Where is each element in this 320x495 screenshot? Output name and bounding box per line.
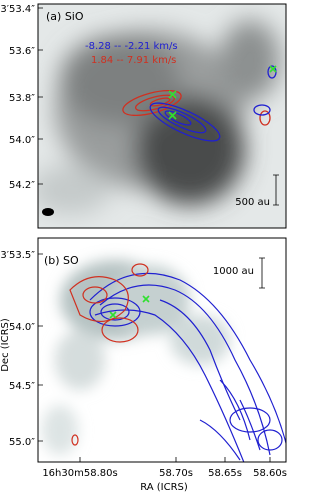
y-tick-label: -48°43′53.5″	[0, 250, 35, 261]
y-tick-label: 54.5″	[9, 381, 35, 392]
y-tick-label: -48°43′53.4″	[0, 4, 35, 15]
x-tick-label: 58.70s	[159, 468, 193, 479]
figure: (a) SiO -8.28 -- -2.21 km/s 1.84 -- 7.91…	[0, 3, 287, 493]
x-tick-label: 16h30m58.80s	[42, 468, 117, 479]
panel-a-image	[38, 4, 286, 228]
y-tick-label: 54.2″	[9, 180, 35, 191]
panel-label: (a) SiO	[46, 10, 84, 23]
x-axis-label: RA (ICRS)	[140, 482, 188, 493]
x-ticks: 16h30m58.80s 58.70s 58.65s 58.60s	[42, 457, 287, 479]
y-tick-label: 53.8″	[9, 93, 35, 104]
panel-label: (b) SO	[44, 254, 79, 267]
y-ticks-b: -48°43′53.5″ 54.0″ 54.5″ 55.0″	[0, 250, 43, 448]
legend-red: 1.84 -- 7.91 km/s	[91, 55, 176, 66]
legend-blue: -8.28 -- -2.21 km/s	[85, 41, 178, 52]
y-tick-label: 54.0″	[9, 135, 35, 146]
y-tick-label: 54.0″	[9, 322, 35, 333]
y-axis-label: Dec (ICRS)	[0, 318, 11, 372]
x-tick-label: 58.60s	[253, 468, 287, 479]
y-tick-label: 55.0″	[9, 437, 35, 448]
scale-bar-label: 500 au	[235, 197, 270, 208]
scale-bar-label: 1000 au	[213, 266, 254, 277]
y-ticks-a: -48°43′53.4″ 53.6″ 53.8″ 54.0″ 54.2″	[0, 4, 43, 191]
panel-b-frame	[37, 237, 287, 463]
panel-b-image	[38, 238, 286, 462]
panel-a-frame	[37, 3, 287, 229]
y-tick-label: 53.6″	[9, 46, 35, 57]
x-tick-label: 58.65s	[208, 468, 242, 479]
